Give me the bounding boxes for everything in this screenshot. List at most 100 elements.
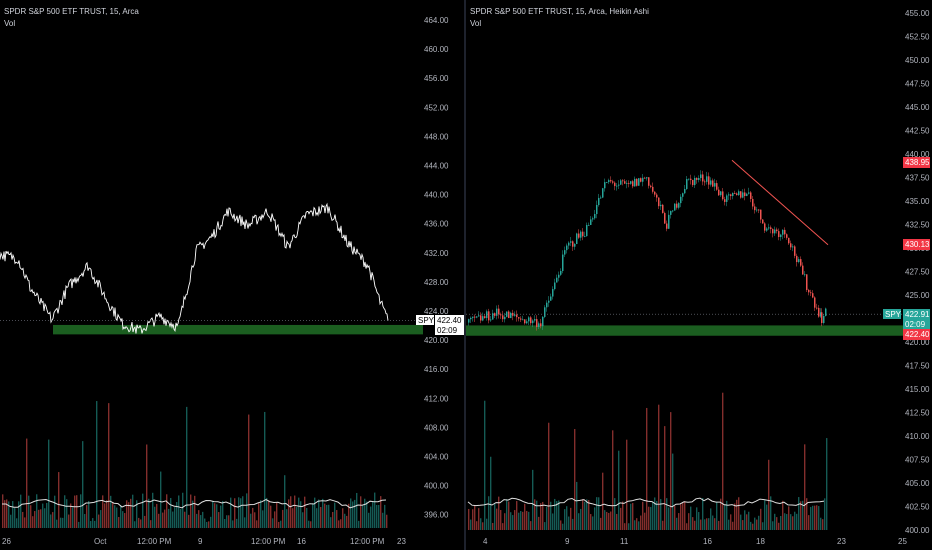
volume-bar xyxy=(172,511,174,528)
candle-body xyxy=(804,274,806,276)
candle-body xyxy=(712,180,714,187)
volume-bar xyxy=(166,494,168,528)
volume-bar xyxy=(758,515,760,530)
volume-bar xyxy=(380,496,382,528)
volume-bar xyxy=(346,515,348,528)
volume-bar xyxy=(648,506,650,530)
volume-bar xyxy=(374,492,376,528)
candle-body xyxy=(488,311,490,321)
volume-bar xyxy=(160,471,162,528)
volume-bar xyxy=(776,517,778,530)
volume-bar xyxy=(40,509,42,528)
volume-bar xyxy=(34,511,36,528)
candle-body xyxy=(590,219,592,225)
trend-bottom-tag-label: 430.13 xyxy=(905,240,930,249)
volume-bar xyxy=(382,512,384,528)
volume-bar xyxy=(292,508,294,528)
time-axis-label: 23 xyxy=(397,537,406,546)
volume-bar xyxy=(174,507,176,528)
candle-body xyxy=(772,229,774,234)
volume-bar xyxy=(708,518,710,530)
left-chart-canvas[interactable]: 464.00 460.00 456.00 452.00 448.00 444.00 440.… xyxy=(0,0,466,550)
candle-body xyxy=(688,178,690,180)
price-axis-label: 400.00 xyxy=(905,526,930,535)
candle-body xyxy=(768,227,770,229)
volume-bar xyxy=(668,507,670,530)
volume-bar xyxy=(782,500,784,530)
volume-bar xyxy=(222,500,224,528)
price-axis-label: 412.00 xyxy=(424,394,449,403)
candle-body xyxy=(714,183,716,187)
volume-bar xyxy=(8,501,10,528)
right-chart-canvas[interactable]: 455.00 452.50 450.00 447.50 445.00 442.50 440.… xyxy=(466,0,932,550)
volume-bar xyxy=(604,510,606,530)
candle-body xyxy=(626,183,628,184)
volume-bar xyxy=(576,481,578,530)
volume-bar xyxy=(118,517,120,528)
volume-bar xyxy=(182,492,184,528)
candle-body xyxy=(678,203,680,208)
volume-bar xyxy=(740,514,742,530)
candle-body xyxy=(506,311,508,317)
price-axis-label: 410.00 xyxy=(905,432,930,441)
volume-bar xyxy=(10,514,12,528)
volume-bar xyxy=(362,505,364,528)
volume-bar xyxy=(730,514,732,530)
candle-body xyxy=(702,174,704,182)
volume-bar xyxy=(538,516,540,530)
volume-bar xyxy=(370,506,372,528)
volume-bar xyxy=(310,521,312,528)
left-legend: SPDR S&P 500 ETF TRUST, 15, Arca Vol xyxy=(4,6,139,30)
volume-bar xyxy=(530,521,532,530)
volume-bar xyxy=(820,517,822,530)
price-axis-label: 455.00 xyxy=(905,9,930,18)
volume-bar xyxy=(88,500,90,528)
volume-bar xyxy=(532,469,534,530)
volume-bar xyxy=(320,507,322,528)
volume-bar xyxy=(818,506,820,530)
volume-bar xyxy=(102,495,104,528)
pane-divider[interactable] xyxy=(464,0,467,550)
candle-body xyxy=(800,259,802,266)
candle-body xyxy=(548,300,550,303)
volume-bar xyxy=(762,522,764,530)
trendline xyxy=(731,159,829,246)
volume-bar xyxy=(330,517,332,528)
volume-bar xyxy=(312,503,314,528)
candle-body xyxy=(734,192,736,194)
volume-bar xyxy=(288,499,290,528)
volume-bar xyxy=(232,520,234,528)
left-chart-pane[interactable]: 464.00 460.00 456.00 452.00 448.00 444.00 440.… xyxy=(0,0,466,550)
volume-bar xyxy=(238,497,240,528)
volume-bar xyxy=(376,504,378,528)
candle-body xyxy=(584,236,586,237)
volume-bar xyxy=(568,516,570,530)
volume-bar xyxy=(562,523,564,530)
volume-bar xyxy=(736,499,738,530)
candle-body xyxy=(794,246,796,256)
volume-bar xyxy=(590,514,592,530)
candle-body xyxy=(630,181,632,184)
candle-body xyxy=(496,308,498,316)
volume-bar xyxy=(202,511,204,528)
right-chart-pane[interactable]: 455.00 452.50 450.00 447.50 445.00 442.50 440.… xyxy=(466,0,932,550)
volume-bar xyxy=(644,512,646,530)
volume-bar xyxy=(504,513,506,530)
candle-body xyxy=(604,182,606,189)
candle-body xyxy=(744,192,746,197)
volume-bar xyxy=(198,510,200,528)
candle-body xyxy=(676,203,678,208)
candle-body xyxy=(754,206,756,211)
candle-body xyxy=(730,194,732,197)
volume-bar xyxy=(766,504,768,530)
volume-bar xyxy=(756,519,758,530)
candle-body xyxy=(648,177,650,186)
volume-bar xyxy=(56,519,58,528)
volume-bar xyxy=(290,496,292,528)
volume-bar xyxy=(154,506,156,528)
candle-body xyxy=(580,231,582,238)
volume-bar xyxy=(274,511,276,528)
volume-bar xyxy=(158,513,160,528)
candle-body xyxy=(478,315,480,317)
volume-bar xyxy=(152,492,154,528)
